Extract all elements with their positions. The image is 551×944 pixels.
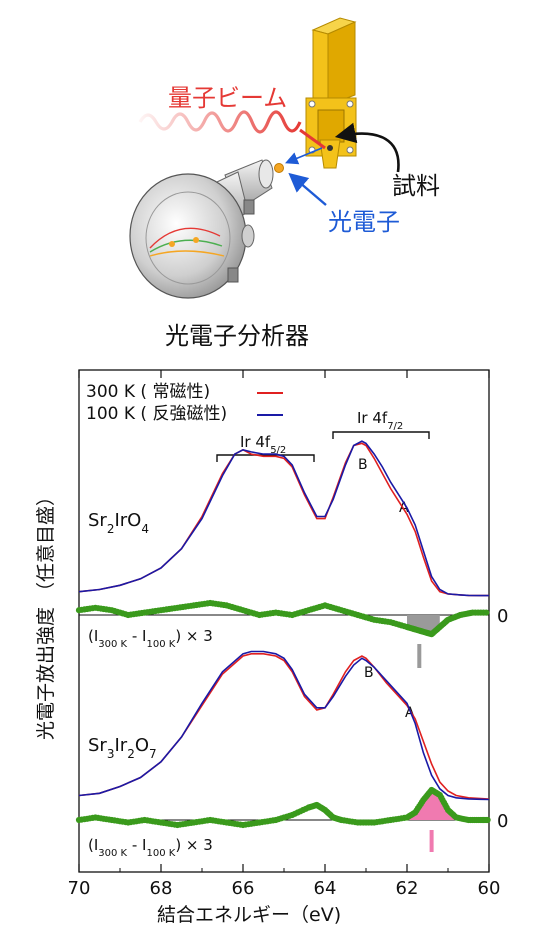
difference-marker	[417, 644, 422, 668]
series-100k-line	[78, 440, 489, 597]
x-tick-label: 60	[478, 878, 501, 899]
peak-a-label-2: A	[405, 705, 415, 721]
ir-4f52-bracket	[216, 454, 315, 462]
sample-dot	[327, 145, 333, 151]
x-tick-label: 70	[68, 878, 91, 899]
ir-4f72-label: Ir 4f7/2	[357, 409, 403, 432]
y-axis-label: 光電子放出強度 （任意目盛）	[35, 487, 57, 740]
photoelectron-analyzer	[129, 159, 274, 299]
emission-arrow	[285, 147, 323, 165]
sample-holder	[305, 17, 357, 169]
photoemission-chart: 光電子放出強度 （任意目盛） 結合エネルギー（eV) 300 K ( 常磁性) …	[35, 369, 508, 926]
series-100k-line	[78, 650, 490, 801]
zero-label-1: 0	[497, 606, 508, 627]
schematic-diagram: 量子ビーム 試料 光電子 光電子分析器	[129, 17, 440, 350]
legend-300k-label: 300 K ( 常磁性)	[86, 382, 210, 402]
photoelectron-arrow	[288, 172, 327, 206]
peak-b-label-2: B	[364, 665, 374, 681]
peak-a-label-1: A	[399, 500, 409, 516]
plot-layer	[75, 440, 491, 852]
quantum-beam-label: 量子ビーム	[168, 84, 287, 112]
quantum-beam-wave	[138, 110, 302, 134]
x-tick-label: 64	[314, 878, 337, 899]
beam-tail	[299, 128, 326, 150]
compound-label-sr3ir2o7: Sr3Ir2O7	[88, 735, 157, 761]
legend-100k-label: 100 K ( 反強磁性)	[86, 404, 227, 424]
compound-label-sr2iro4: Sr2IrO4	[88, 510, 149, 536]
analyzer-label: 光電子分析器	[165, 322, 309, 350]
electron-dot	[274, 163, 284, 173]
diff-label-2: (I300 K - I100 K) × 3	[88, 836, 213, 859]
x-tick-label: 66	[232, 878, 255, 899]
sample-pointer-arrow	[334, 122, 400, 173]
zero-label-2: 0	[497, 811, 508, 832]
ir-4f72-bracket	[332, 431, 430, 439]
diff-shaded-area	[407, 790, 457, 820]
sample-label: 試料	[392, 172, 440, 200]
diff-point	[483, 609, 490, 616]
ir-4f52-label: Ir 4f5/2	[240, 433, 286, 456]
diff-label-1: (I300 K - I100 K) × 3	[88, 627, 213, 650]
x-axis-label: 結合エネルギー（eV)	[157, 904, 341, 926]
difference-marker	[429, 830, 434, 852]
peak-b-label-1: B	[358, 457, 368, 473]
x-tick-label: 62	[396, 878, 419, 899]
photoelectron-label: 光電子	[328, 208, 400, 236]
x-tick-label: 68	[150, 878, 173, 899]
x-axis-ticks: 70 68 66 64 62 60	[68, 370, 501, 899]
diff-point	[484, 816, 491, 824]
